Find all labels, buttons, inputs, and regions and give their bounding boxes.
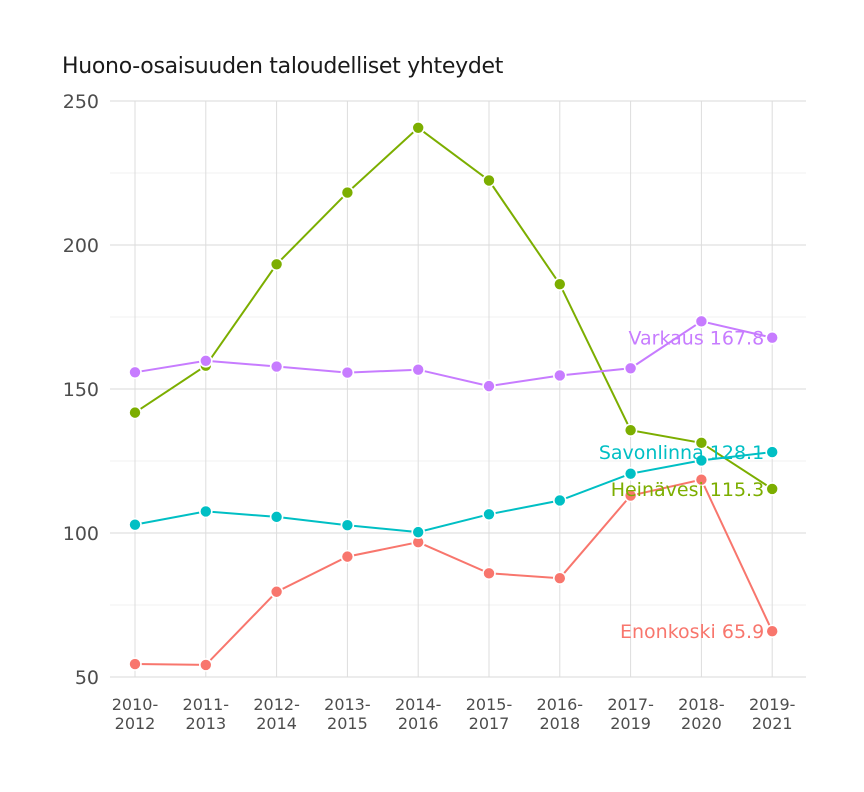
data-point-enonkoski	[340, 549, 355, 564]
data-point-heinävesi	[694, 436, 709, 450]
end-label-varkaus: Varkaus 167.8	[629, 328, 765, 350]
y-axis-ticks: 50 100 150 200 250	[63, 91, 99, 689]
data-point-enonkoski	[128, 657, 142, 671]
data-point-varkaus	[199, 353, 213, 368]
x-tick-label: 2012-2014	[253, 695, 300, 733]
y-tick-label: 100	[63, 523, 99, 545]
data-point-heinävesi	[128, 405, 142, 420]
data-point-heinävesi	[482, 173, 496, 188]
data-point-varkaus	[128, 365, 142, 380]
data-point-varkaus	[269, 359, 284, 374]
data-point-enonkoski	[269, 584, 284, 599]
x-tick-label: 2011-2013	[183, 695, 230, 733]
end-label-heinävesi: Heinävesi 115.3	[611, 479, 764, 501]
grid	[110, 100, 806, 678]
data-point-varkaus	[765, 330, 780, 345]
y-tick-label: 250	[63, 91, 99, 113]
y-tick-label: 50	[75, 667, 99, 689]
y-tick-label: 200	[63, 235, 99, 257]
data-point-enonkoski	[482, 566, 496, 581]
x-tick-label: 2010-2012	[112, 695, 159, 733]
data-point-varkaus	[623, 361, 638, 376]
data-point-savonlinna	[340, 518, 355, 533]
x-tick-label: 2018-2020	[678, 695, 725, 733]
series-line-enonkoski	[134, 478, 774, 666]
x-tick-label: 2017-2019	[607, 695, 654, 733]
data-point-varkaus	[411, 362, 426, 377]
data-point-savonlinna	[411, 525, 426, 539]
data-point-varkaus	[482, 379, 496, 393]
end-label-enonkoski: Enonkoski 65.9	[620, 621, 764, 643]
series-line-varkaus	[134, 320, 773, 388]
data-point-heinävesi	[623, 423, 638, 437]
data-point-varkaus	[340, 365, 355, 380]
data-point-savonlinna	[765, 445, 780, 459]
series-lines	[134, 126, 774, 666]
data-point-heinävesi	[269, 257, 284, 272]
data-point-heinävesi	[552, 277, 567, 291]
data-point-savonlinna	[552, 493, 567, 508]
data-point-heinävesi	[340, 185, 355, 200]
y-tick-label: 150	[63, 379, 99, 401]
x-tick-label: 2013-2015	[324, 695, 371, 733]
series-points	[128, 120, 780, 672]
series-line-heinävesi	[134, 126, 773, 490]
data-point-savonlinna	[623, 466, 638, 481]
end-label-savonlinna: Savonlinna 128.1	[599, 442, 764, 464]
data-point-savonlinna	[128, 517, 142, 532]
data-point-savonlinna	[694, 453, 709, 468]
series-line-savonlinna	[134, 451, 773, 534]
data-point-enonkoski	[199, 658, 213, 672]
x-tick-label: 2019-2021	[749, 695, 796, 733]
data-point-enonkoski	[765, 624, 780, 639]
data-point-heinävesi	[765, 482, 780, 496]
data-point-savonlinna	[482, 507, 496, 522]
series-end-labels: Enonkoski 65.9 Heinävesi 115.3 Savonlinna …	[599, 328, 764, 643]
data-point-varkaus	[694, 314, 709, 329]
x-tick-label: 2016-2018	[537, 695, 584, 733]
data-point-enonkoski	[694, 472, 709, 487]
data-point-enonkoski	[552, 571, 567, 586]
data-point-heinävesi	[411, 120, 426, 135]
chart-title: Huono-osaisuuden taloudelliset yhteydet	[62, 54, 504, 79]
x-axis-ticks: 2010-2012 2011-2013 2012-2014 2013-2015 2014…	[112, 695, 796, 733]
x-tick-label: 2015-2017	[466, 695, 513, 733]
data-point-savonlinna	[199, 504, 213, 519]
data-point-varkaus	[552, 368, 567, 383]
x-tick-label: 2014-2016	[395, 695, 442, 733]
data-point-savonlinna	[269, 510, 284, 524]
data-point-enonkoski	[623, 488, 638, 503]
